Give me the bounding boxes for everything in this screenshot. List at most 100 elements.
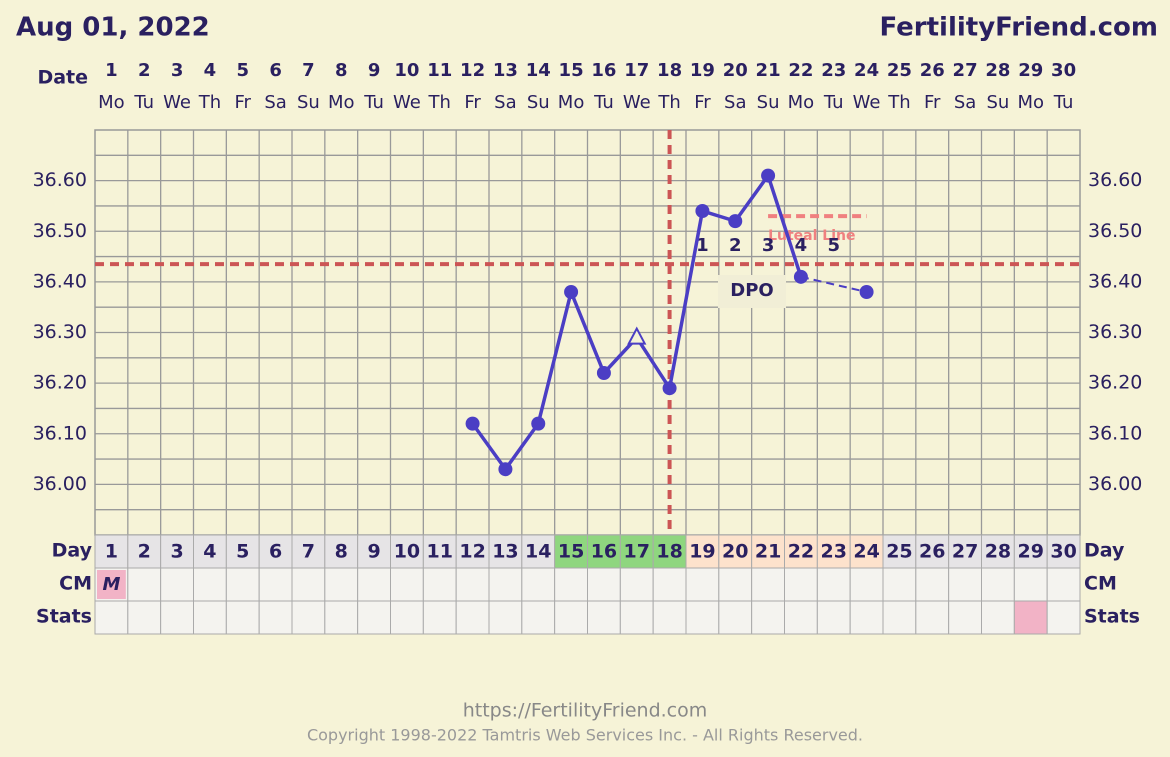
row-cell — [291, 600, 326, 635]
weekday: Su — [986, 92, 1009, 113]
weekday: Su — [297, 92, 320, 113]
day-number: 17 — [624, 541, 650, 563]
row-cell — [685, 567, 720, 602]
point — [859, 285, 874, 299]
row-cell — [751, 534, 786, 569]
dpo-number: 2 — [729, 235, 742, 256]
weekday: Fr — [694, 92, 711, 113]
weekday: Tu — [1053, 92, 1074, 113]
weekday: Tu — [823, 92, 844, 113]
day-number: 26 — [919, 541, 945, 563]
row-cell — [554, 567, 589, 602]
date-number: 1 — [105, 60, 118, 81]
weekday: Su — [527, 92, 550, 113]
row-cell — [948, 567, 983, 602]
row-cell — [291, 567, 326, 602]
day-number: 30 — [1050, 541, 1076, 563]
date-number: 7 — [302, 60, 315, 81]
chart-title: Aug 01, 2022 — [16, 13, 210, 43]
day-number: 29 — [1018, 541, 1044, 563]
y-tick-label: 36.60 — [33, 169, 87, 191]
row-cell — [357, 567, 391, 602]
row-cell — [324, 534, 359, 569]
point — [728, 214, 743, 229]
point — [465, 416, 480, 431]
row-cell — [94, 600, 129, 635]
point — [596, 366, 611, 380]
row-cell — [816, 600, 851, 635]
row-label: CM — [59, 573, 92, 595]
row-cell — [488, 534, 523, 569]
row-cell — [258, 567, 293, 602]
date-number: 30 — [1051, 60, 1076, 81]
date-number: 15 — [559, 60, 584, 81]
row-cell — [1013, 567, 1048, 602]
date-number: 18 — [657, 60, 682, 81]
y-tick-label: 36.40 — [33, 270, 87, 292]
weekday: Sa — [724, 92, 746, 113]
y-tick-label: 36.10 — [33, 422, 87, 444]
y-tick-label-right: 36.40 — [1088, 270, 1142, 292]
row-cell — [422, 567, 457, 602]
day-number: 4 — [203, 541, 216, 563]
row-cell — [1046, 534, 1081, 569]
row-cell — [422, 600, 457, 635]
y-tick-label: 36.50 — [33, 220, 87, 242]
bridge-line — [800, 275, 867, 293]
row-cell — [357, 600, 391, 635]
weekday: Th — [887, 92, 910, 113]
date-number: 14 — [526, 60, 551, 81]
weekday: Sa — [494, 92, 516, 113]
row-cell — [390, 600, 424, 635]
y-tick-label-right: 36.00 — [1088, 473, 1142, 495]
row-cell — [324, 600, 359, 635]
day-number: 16 — [591, 541, 617, 563]
row-cell — [587, 534, 621, 569]
row-cell — [357, 534, 391, 569]
date-number: 27 — [953, 60, 978, 81]
point — [531, 416, 546, 431]
row-cell — [455, 567, 490, 602]
day-number: 2 — [138, 541, 151, 563]
day-number: 12 — [459, 541, 485, 563]
weekday: Th — [428, 92, 451, 113]
row-cell — [718, 567, 753, 602]
row-cell — [521, 600, 556, 635]
day-number: 28 — [985, 541, 1011, 563]
row-cell — [619, 600, 654, 635]
day-number: 27 — [952, 541, 978, 563]
point — [761, 168, 776, 183]
row-cell — [751, 567, 786, 602]
y-tick-label: 36.00 — [33, 473, 87, 495]
row-cell — [488, 567, 523, 602]
date-number: 22 — [788, 60, 813, 81]
day-number: 5 — [236, 541, 249, 563]
row-cell — [258, 534, 293, 569]
row-cell — [882, 600, 917, 635]
footer-url: https://FertilityFriend.com — [463, 700, 708, 722]
day-number: 8 — [335, 541, 348, 563]
day-number: 18 — [656, 541, 682, 563]
date-number: 28 — [985, 60, 1010, 81]
date-number: 25 — [887, 60, 912, 81]
row-cell — [160, 600, 195, 635]
row-cell — [160, 534, 195, 569]
luteal-label: Luteal Line — [768, 228, 855, 244]
date-number: 2 — [138, 60, 151, 81]
day-number: 15 — [558, 541, 584, 563]
row-label-right: Day — [1084, 540, 1125, 562]
row-cell — [258, 600, 293, 635]
row-cell — [521, 567, 556, 602]
dpo-number: 1 — [696, 235, 709, 256]
row-cell — [225, 600, 260, 635]
day-number: 14 — [525, 541, 551, 563]
day-number: 25 — [886, 541, 912, 563]
weekday: We — [163, 92, 191, 113]
row-cell — [225, 534, 260, 569]
dpo-number: 3 — [762, 235, 775, 256]
row-cell — [718, 600, 753, 635]
row-cell — [1046, 600, 1081, 635]
date-number: 26 — [920, 60, 945, 81]
point — [793, 269, 808, 284]
